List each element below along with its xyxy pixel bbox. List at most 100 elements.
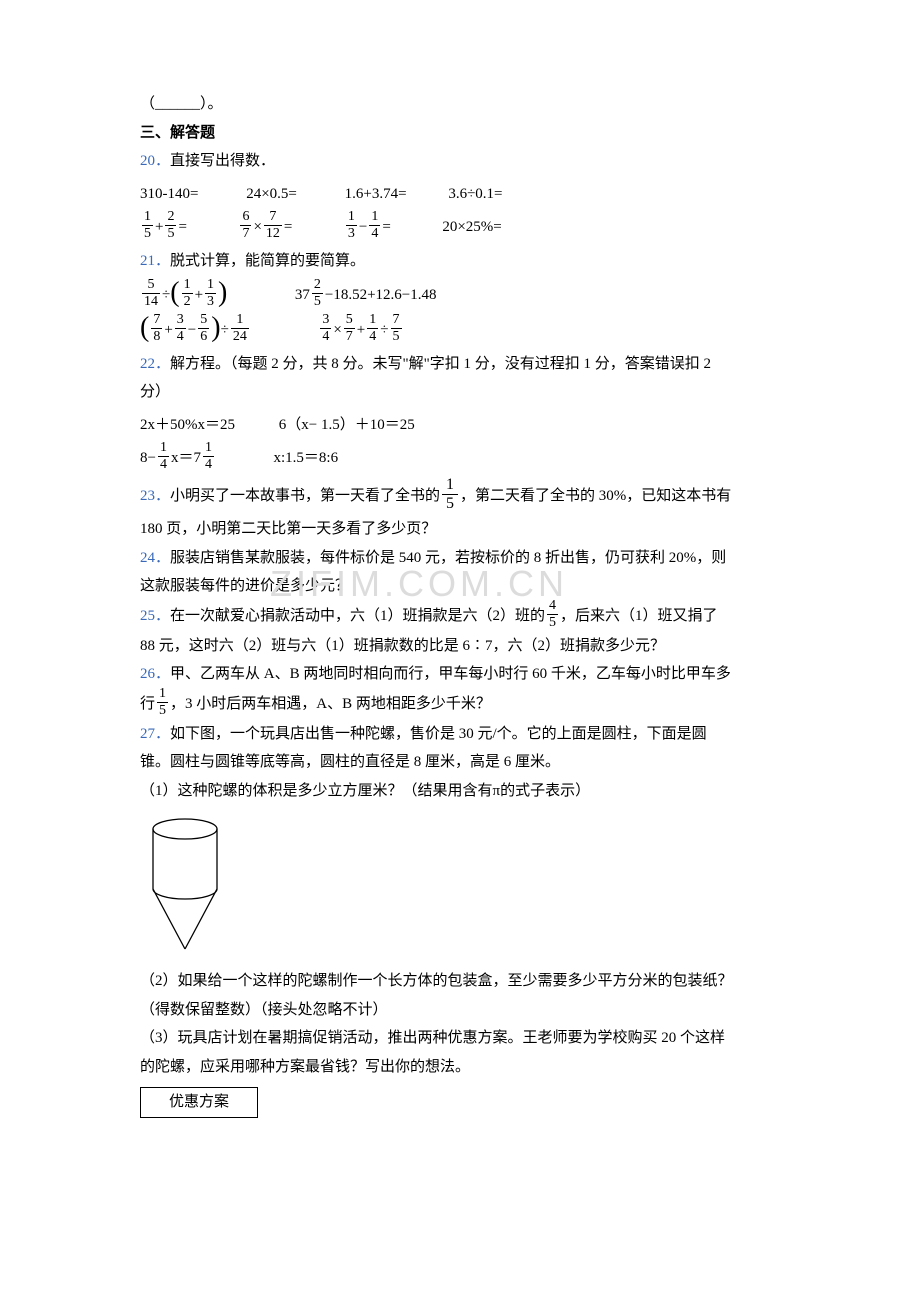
frac-den: 4	[203, 457, 214, 472]
frac-num: 2	[312, 278, 323, 294]
frac-num: 1	[231, 313, 249, 329]
frac-den: 24	[231, 329, 249, 344]
eq: =	[382, 219, 390, 235]
q24-t2: 这款服装每件的进价是多少元？	[140, 572, 800, 601]
question-23: 23．小明买了一本故事书，第一天看了全书的15，第二天看了全书的 30%，已知这…	[140, 478, 800, 515]
question-24: 24．服装店销售某款服装，每件标价是 540 元，若按标价的 8 折出售，仍可获…	[140, 544, 800, 573]
q21-row2: (78+34−56)÷124 34×57+14÷75	[140, 315, 800, 346]
qnum-21: 21．	[140, 253, 170, 269]
q25-t3: 88 元，这时六（2）班与六（1）班捐款数的比是 6∶7，六（2）班捐款多少元？	[140, 632, 800, 661]
q21-title: 脱式计算，能简算的要简算。	[170, 253, 365, 269]
frac-num: 5	[344, 313, 355, 329]
plan-label: 优惠方案	[169, 1094, 229, 1110]
q26-t2b: ，3 小时后两车相遇，A、B 两地相距多少千米？	[170, 695, 491, 711]
q20-r1c: 1.6+3.74=	[345, 186, 407, 202]
frac-den: 5	[157, 703, 168, 718]
question-21: 21．脱式计算，能简算的要简算。	[140, 247, 800, 276]
top-shape-figure	[140, 811, 230, 961]
q22-r1b: 6（x− 1.5）＋10＝25	[279, 417, 415, 433]
frac-den: 8	[151, 329, 162, 344]
q22-title2: 分）	[140, 378, 800, 407]
q26-line2: 行15，3 小时后两车相遇，A、B 两地相距多少千米？	[140, 689, 800, 720]
frac-num: 1	[369, 210, 380, 226]
q23-t1: 小明买了一本故事书，第一天看了全书的	[170, 488, 440, 504]
qnum-20: 20．	[140, 153, 170, 169]
frac-den: 5	[142, 226, 153, 241]
frac-den: 4	[158, 457, 169, 472]
op: −	[359, 219, 367, 235]
q27-p2b: （得数保留整数）（接头处忽略不计）	[140, 996, 800, 1025]
frac-den: 5	[391, 329, 402, 344]
frac-den: 4	[320, 329, 331, 344]
q22-r2a-pre: 8−	[140, 450, 156, 466]
frac-num: 1	[142, 210, 153, 226]
page: （______）。 三、解答题 20．直接写出得数． 310-140= 24×0…	[0, 0, 920, 1178]
q27-t1: 如下图，一个玩具店出售一种陀螺，售价是 30 元/个。它的上面是圆柱，下面是圆	[170, 726, 707, 742]
frac-den: 7	[240, 226, 251, 241]
q21-row1: 514÷(12+13) 3725−18.52+12.6−1.48	[140, 280, 800, 311]
rparen-icon: )	[211, 312, 220, 343]
q27-p2: （2）如果给一个这样的陀螺制作一个长方体的包装盒，至少需要多少平方分米的包装纸？	[140, 967, 800, 996]
frac-num: 1	[203, 441, 214, 457]
qnum-23: 23．	[140, 488, 170, 504]
frac-den: 2	[182, 294, 193, 309]
q26-t2a: 行	[140, 695, 155, 711]
frac-den: 5	[547, 615, 558, 630]
frac-den: 6	[198, 329, 209, 344]
frac-num: 2	[165, 210, 176, 226]
question-24-wrap: ZIFIM.COM.CN 24．服装店销售某款服装，每件标价是 540 元，若按…	[140, 544, 800, 601]
qnum-26: 26．	[140, 666, 170, 682]
frac-den: 7	[344, 329, 355, 344]
section-heading-3: 三、解答题	[140, 119, 800, 148]
qnum-27: 27．	[140, 726, 170, 742]
frac-num: 1	[442, 476, 458, 495]
frac-num: 3	[175, 313, 186, 329]
op: +	[195, 286, 203, 302]
q22-r2a-mid: x＝7	[171, 450, 201, 466]
q27-p1: （1）这种陀螺的体积是多少立方厘米？（结果用含有π的式子表示）	[140, 777, 800, 806]
blank-continuation: （______）。	[140, 90, 800, 119]
eq: =	[178, 219, 186, 235]
op: +	[164, 321, 172, 337]
frac-den: 5	[442, 495, 458, 513]
q22-row1: 2x＋50%x＝25 6（x− 1.5）＋10＝25	[140, 411, 800, 440]
op: ×	[333, 321, 341, 337]
q22-title: 解方程。（每题 2 分，共 8 分。未写"解"字扣 1 分，没有过程扣 1 分，…	[170, 356, 711, 372]
frac-num: 1	[158, 441, 169, 457]
question-20: 20．直接写出得数．	[140, 147, 800, 176]
frac-den: 5	[312, 294, 323, 309]
q20-r1a: 310-140=	[140, 186, 198, 202]
qnum-22: 22．	[140, 356, 170, 372]
frac-num: 1	[157, 687, 168, 703]
frac-den: 3	[346, 226, 357, 241]
q21-r1b-rest: −18.52+12.6−1.48	[325, 286, 437, 302]
q25-t1: 在一次献爱心捐款活动中，六（1）班捐款是六（2）班的	[170, 607, 545, 623]
frac-den: 14	[142, 294, 160, 309]
question-25: 25．在一次献爱心捐款活动中，六（1）班捐款是六（2）班的45，后来六（1）班又…	[140, 601, 800, 632]
q22-r1a: 2x＋50%x＝25	[140, 417, 235, 433]
op: +	[357, 321, 365, 337]
op: ×	[253, 219, 261, 235]
frac-num: 5	[198, 313, 209, 329]
q20-row1: 310-140= 24×0.5= 1.6+3.74= 3.6÷0.1=	[140, 180, 800, 209]
q22-row2: 8−14x＝714 x:1.5＝8:6	[140, 443, 800, 474]
q22-r2b: x:1.5＝8:6	[273, 450, 338, 466]
q23-t3: 180 页，小明第二天比第一天多看了多少页？	[140, 515, 800, 544]
op: ÷	[380, 321, 388, 337]
frac-den: 4	[175, 329, 186, 344]
q20-r1d: 3.6÷0.1=	[448, 186, 502, 202]
frac-num: 7	[391, 313, 402, 329]
q24-t1: 服装店销售某款服装，每件标价是 540 元，若按标价的 8 折出售，仍可获利 2…	[170, 550, 726, 566]
op: −	[188, 321, 196, 337]
plan-box: 优惠方案	[140, 1087, 258, 1118]
frac-den: 12	[264, 226, 282, 241]
op: ÷	[221, 321, 229, 337]
q23-t2: ，第二天看了全书的 30%，已知这本书有	[460, 488, 731, 504]
question-22: 22．解方程。（每题 2 分，共 8 分。未写"解"字扣 1 分，没有过程扣 1…	[140, 350, 800, 379]
q27-p3b: 的陀螺，应采用哪种方案最省钱？写出你的想法。	[140, 1053, 800, 1082]
rparen-icon: )	[218, 277, 227, 308]
q20-title: 直接写出得数．	[170, 153, 275, 169]
qnum-25: 25．	[140, 607, 170, 623]
frac-den: 5	[165, 226, 176, 241]
q27-p3: （3）玩具店计划在暑期搞促销活动，推出两种优惠方案。王老师要为学校购买 20 个…	[140, 1024, 800, 1053]
